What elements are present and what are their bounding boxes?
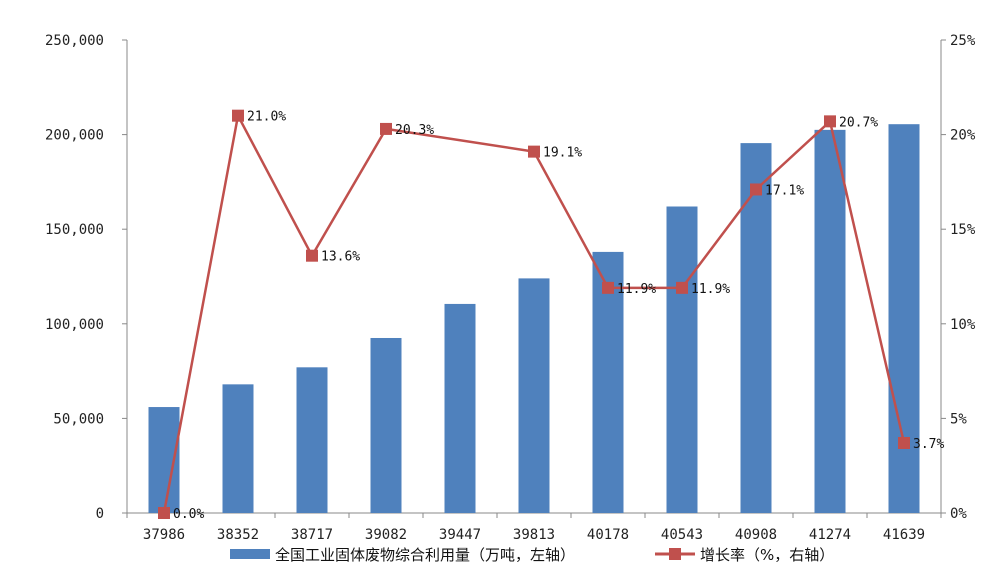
line-data-label: 17.1% <box>765 183 804 198</box>
x-tick-label: 39082 <box>365 527 407 543</box>
right-tick-label: 15% <box>950 222 976 238</box>
right-tick-label: 0% <box>950 506 967 522</box>
bar <box>297 367 328 513</box>
x-tick-label: 39447 <box>439 527 481 543</box>
x-tick-label: 39813 <box>513 527 555 543</box>
legend-swatch-bar <box>230 549 270 559</box>
left-tick-label: 50,000 <box>53 411 104 427</box>
line-data-label: 20.3% <box>395 123 434 138</box>
left-tick-label: 100,000 <box>45 317 104 333</box>
legend-label-line: 增长率（%，右轴） <box>700 546 834 564</box>
line-data-label: 3.7% <box>913 437 944 452</box>
line-data-label: 11.9% <box>691 282 730 297</box>
bar <box>519 278 550 513</box>
left-tick-label: 0 <box>96 506 104 522</box>
bar <box>371 338 402 513</box>
bar <box>445 304 476 513</box>
x-tick-label: 41274 <box>809 527 851 543</box>
line-data-label: 21.0% <box>247 110 286 125</box>
right-tick-label: 5% <box>950 411 967 427</box>
x-tick-label: 38352 <box>217 527 259 543</box>
line-marker <box>898 437 910 449</box>
bar <box>741 143 772 513</box>
left-tick-label: 150,000 <box>45 222 104 238</box>
legend-swatch-marker <box>669 548 681 560</box>
x-tick-label: 37986 <box>143 527 185 543</box>
line-marker <box>158 507 170 519</box>
line-marker <box>380 123 392 135</box>
line-marker <box>306 250 318 262</box>
bar <box>889 124 920 513</box>
bar <box>223 384 254 513</box>
bar <box>815 130 846 513</box>
legend: 全国工业固体废物综合利用量（万吨，左轴） 增长率（%，右轴） <box>230 546 834 564</box>
line-data-label: 20.7% <box>839 115 878 130</box>
x-tick-label: 38717 <box>291 527 333 543</box>
line-marker <box>528 146 540 158</box>
line-data-label: 0.0% <box>173 507 204 522</box>
legend-label-bar: 全国工业固体废物综合利用量（万吨，左轴） <box>275 546 575 564</box>
line-marker <box>750 183 762 195</box>
line-data-label: 19.1% <box>543 146 582 161</box>
line-data-label: 13.6% <box>321 250 360 265</box>
line-data-label: 11.9% <box>617 282 656 297</box>
right-tick-label: 20% <box>950 128 976 144</box>
right-tick-label: 10% <box>950 317 976 333</box>
line-marker <box>602 282 614 294</box>
right-tick-label: 25% <box>950 33 976 49</box>
left-tick-label: 200,000 <box>45 128 104 144</box>
line-marker <box>676 282 688 294</box>
x-tick-label: 40908 <box>735 527 777 543</box>
line-marker <box>824 115 836 127</box>
x-tick-label: 41639 <box>883 527 925 543</box>
x-tick-label: 40178 <box>587 527 629 543</box>
bar <box>667 206 698 513</box>
line-marker <box>232 110 244 122</box>
x-tick-label: 40543 <box>661 527 703 543</box>
left-tick-label: 250,000 <box>45 33 104 49</box>
